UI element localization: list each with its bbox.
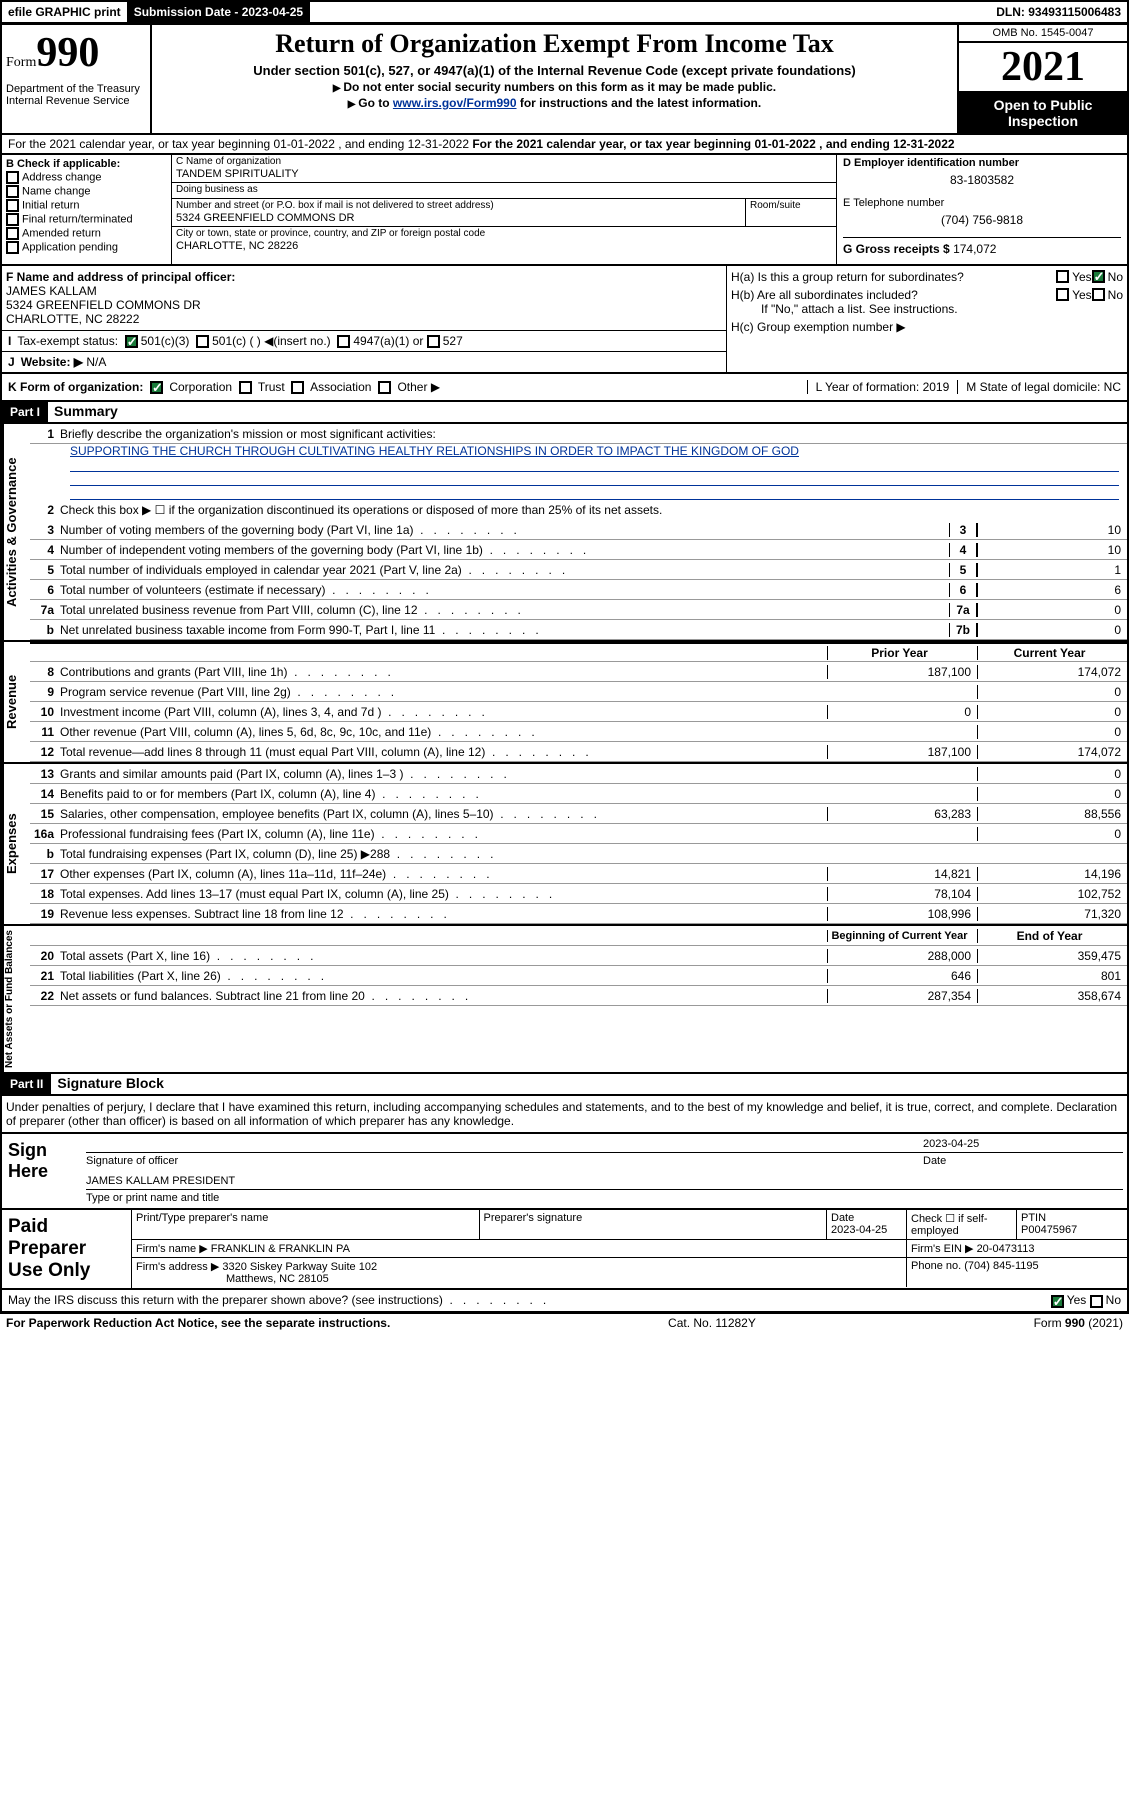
subtitle-3: Go to www.irs.gov/Form990 for instructio… [156,96,953,110]
revenue-section: Revenue Prior Year Current Year 8Contrib… [0,642,1129,764]
tax-year: 2021 [959,43,1127,93]
form990-link[interactable]: www.irs.gov/Form990 [393,96,517,110]
phone: (704) 756-9818 [843,209,1121,231]
submission-date: Submission Date - 2023-04-25 [128,2,310,22]
discuss-line: May the IRS discuss this return with the… [0,1290,1129,1312]
mission-text: SUPPORTING THE CHURCH THROUGH CULTIVATIN… [30,444,1127,458]
section-b: B Check if applicable: Address change Na… [2,155,172,264]
subtitle-1: Under section 501(c), 527, or 4947(a)(1)… [156,63,953,78]
page-footer: For Paperwork Reduction Act Notice, see … [0,1313,1129,1332]
efile-label[interactable]: efile GRAPHIC print [2,2,128,22]
check-address: Address change [6,171,167,184]
gross-receipts: 174,072 [953,242,996,256]
paid-preparer: Paid Preparer Use Only Print/Type prepar… [0,1210,1129,1290]
netassets-section: Net Assets or Fund Balances Beginning of… [0,926,1129,1074]
section-f: F Name and address of principal officer:… [2,266,726,331]
section-deg: D Employer identification number83-18035… [837,155,1127,264]
check-pending: Application pending [6,241,167,254]
section-h: H(a) Is this a group return for subordin… [727,266,1127,372]
check-initial: Initial return [6,199,167,212]
form-header: Form990 Department of the Treasury Inter… [0,25,1129,135]
line-m: M State of legal domicile: NC [957,380,1121,394]
expenses-section: Expenses 13Grants and similar amounts pa… [0,764,1129,926]
activities-governance: Activities & Governance 1Briefly describ… [0,424,1129,642]
omb-number: OMB No. 1545-0047 [959,25,1127,43]
ein: 83-1803582 [843,169,1121,191]
b-label: B Check if applicable: [6,158,167,170]
part1-header: Part ISummary [0,402,1129,424]
street: 5324 GREENFIELD COMMONS DR [172,212,745,226]
department: Department of the Treasury Internal Reve… [6,83,146,107]
top-bar: efile GRAPHIC print Submission Date - 20… [0,0,1129,25]
check-amended: Amended return [6,227,167,240]
line-i: ITax-exempt status: 501(c)(3) 501(c) ( )… [2,331,726,352]
line-k: K Form of organization: Corporation Trus… [8,380,440,394]
line-j: JWebsite: ▶ N/A [2,352,726,372]
part2-header: Part IISignature Block [0,1074,1129,1096]
sign-here: Sign Here 2023-04-25 Signature of office… [0,1134,1129,1210]
subtitle-2: Do not enter social security numbers on … [156,80,953,94]
perjury-text: Under penalties of perjury, I declare th… [0,1096,1129,1134]
check-name: Name change [6,185,167,198]
dln: DLN: 93493115006483 [990,2,1127,22]
org-name: TANDEM SPIRITUALITY [172,168,836,182]
line-l: L Year of formation: 2019 [807,380,950,394]
form-number: Form990 [6,29,146,77]
open-to-public: Open to Public Inspection [959,93,1127,133]
city: CHARLOTTE, NC 28226 [172,240,836,254]
check-final: Final return/terminated [6,213,167,226]
form-title: Return of Organization Exempt From Incom… [156,29,953,59]
section-c: C Name of organization TANDEM SPIRITUALI… [172,155,837,264]
line-a: For the 2021 calendar year, or tax year … [0,135,1129,155]
